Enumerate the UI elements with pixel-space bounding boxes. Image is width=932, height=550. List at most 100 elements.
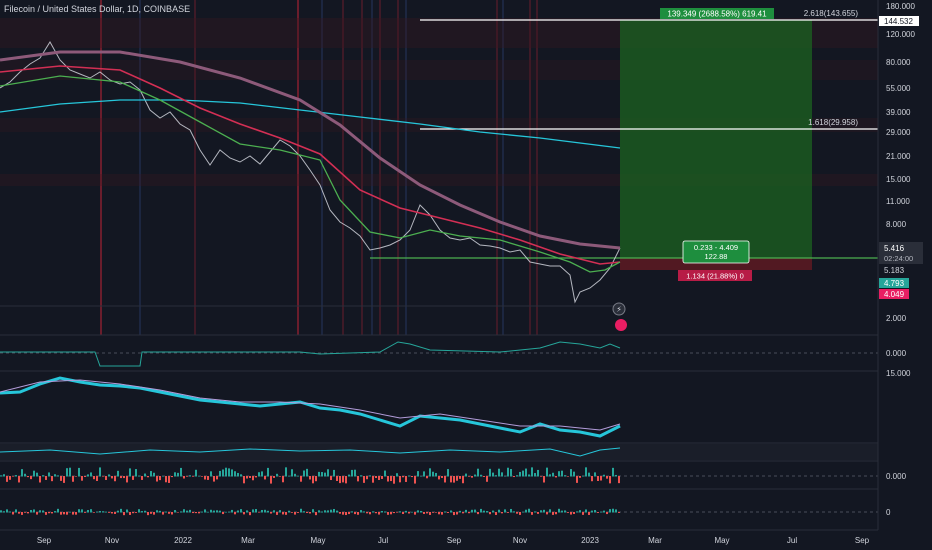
histogram-bar <box>579 476 581 478</box>
histogram-bar <box>18 512 20 514</box>
entry-text: 5.183 <box>884 266 905 275</box>
histogram-bar <box>177 472 179 477</box>
histogram-bar <box>126 476 128 483</box>
histogram-bar <box>36 472 38 477</box>
profit-zone[interactable] <box>620 20 812 258</box>
histogram-bar <box>246 476 248 479</box>
histogram-bar <box>261 471 263 477</box>
indicator-2-slow[interactable] <box>0 379 621 431</box>
histogram-bar <box>171 512 173 515</box>
histogram-bar <box>300 508 302 513</box>
histogram-bar <box>111 512 113 514</box>
histogram-bar <box>147 512 149 516</box>
histogram-bar <box>99 467 101 477</box>
indicator-3-line[interactable] <box>0 447 621 457</box>
price-axis[interactable] <box>878 0 932 530</box>
histogram-bar <box>453 476 455 483</box>
price-tick: 120.000 <box>886 30 915 39</box>
histogram-bar <box>156 476 158 482</box>
histogram-bar <box>123 512 125 516</box>
histogram-bar <box>579 510 581 513</box>
histogram-bar <box>282 476 284 483</box>
histogram-bar <box>495 512 497 515</box>
histogram-bar <box>39 510 41 513</box>
indicator-pane-2[interactable] <box>0 372 878 442</box>
histogram-bar <box>504 509 506 513</box>
stop-box[interactable] <box>678 270 752 281</box>
indicator-pane-5[interactable] <box>0 490 878 526</box>
histogram-bar <box>165 476 167 483</box>
histogram-bar <box>51 476 53 482</box>
histogram-bar <box>516 512 518 514</box>
histogram-bar <box>150 512 152 514</box>
price-tick: 11.000 <box>886 197 910 206</box>
histogram-bar <box>537 469 539 477</box>
position-box[interactable] <box>682 240 750 264</box>
mauve-ma[interactable] <box>0 50 621 250</box>
histogram-bar <box>345 512 347 516</box>
indicator-pane-3[interactable] <box>0 444 878 460</box>
indicator-2-fast[interactable] <box>0 376 621 438</box>
histogram-bar <box>177 512 179 513</box>
green-ma[interactable] <box>0 75 621 273</box>
histogram-bar <box>330 509 332 513</box>
histogram-bar <box>588 512 590 515</box>
histogram-bar <box>525 468 527 477</box>
histogram-bar <box>312 476 314 484</box>
histogram-bar <box>396 512 398 513</box>
histogram-bar <box>321 511 323 513</box>
histogram-bar <box>315 512 317 516</box>
histogram-bar <box>444 476 446 483</box>
histogram-bar <box>84 476 86 477</box>
histogram-bar <box>186 476 188 477</box>
histogram-bar <box>204 476 206 480</box>
indicator-pane-4[interactable] <box>0 462 878 488</box>
histogram-bar <box>528 474 530 477</box>
histogram-bar <box>24 512 26 513</box>
histogram-bar <box>369 512 371 515</box>
histogram-bar <box>345 476 347 484</box>
panel5-axis-label: 0 <box>886 508 891 517</box>
histogram-bar <box>513 511 515 513</box>
loss-zone[interactable] <box>620 258 812 270</box>
price-series[interactable] <box>0 41 621 304</box>
histogram-bar <box>174 472 176 477</box>
histogram-bar <box>273 510 275 513</box>
symbol-title[interactable]: Filecoin / United States Dollar, 1D, COI… <box>4 4 191 14</box>
histogram-bar <box>531 512 533 515</box>
price-tick: 15.000 <box>886 175 911 184</box>
histogram-bar <box>312 509 314 513</box>
position-line1: 0.233 - 4.409 <box>694 243 738 252</box>
histogram-bar <box>318 510 320 513</box>
histogram-bar <box>576 476 578 483</box>
histogram-bar <box>285 512 287 515</box>
stop-box-label: 1.134 (21.88%) 0 <box>686 272 744 281</box>
time-tick: 2023 <box>581 536 599 545</box>
time-axis-labels: Sep Nov 2022 Mar May Jul Sep Nov 2023 Mar May Jul Se… <box>37 536 870 545</box>
histogram-bar <box>66 468 68 477</box>
histogram-bar <box>558 508 560 513</box>
histogram-bar <box>27 476 29 478</box>
histogram-bar <box>354 512 356 515</box>
target-box[interactable] <box>660 8 774 19</box>
time-axis[interactable] <box>0 530 932 550</box>
red-ma[interactable] <box>0 65 621 265</box>
histogram-bar <box>270 476 272 484</box>
histogram-bar <box>372 476 374 483</box>
last-price-text: 5.416 <box>884 244 905 253</box>
histogram-bar <box>195 512 197 514</box>
position-line2: 122.88 <box>705 252 728 261</box>
price-tick: 55.000 <box>886 84 911 93</box>
histogram-bar <box>216 476 218 480</box>
histogram-bar <box>138 475 140 477</box>
histogram-bar <box>246 510 248 513</box>
teal-ma[interactable] <box>0 99 621 149</box>
indicator-1-line[interactable] <box>0 341 621 367</box>
chart-event-icons[interactable]: ⚡ <box>612 302 627 331</box>
histogram-bar <box>48 472 50 477</box>
histogram-bar <box>69 511 71 513</box>
histogram-bar <box>561 510 563 513</box>
histogram-bar <box>219 470 221 477</box>
histogram-bar <box>510 508 512 513</box>
